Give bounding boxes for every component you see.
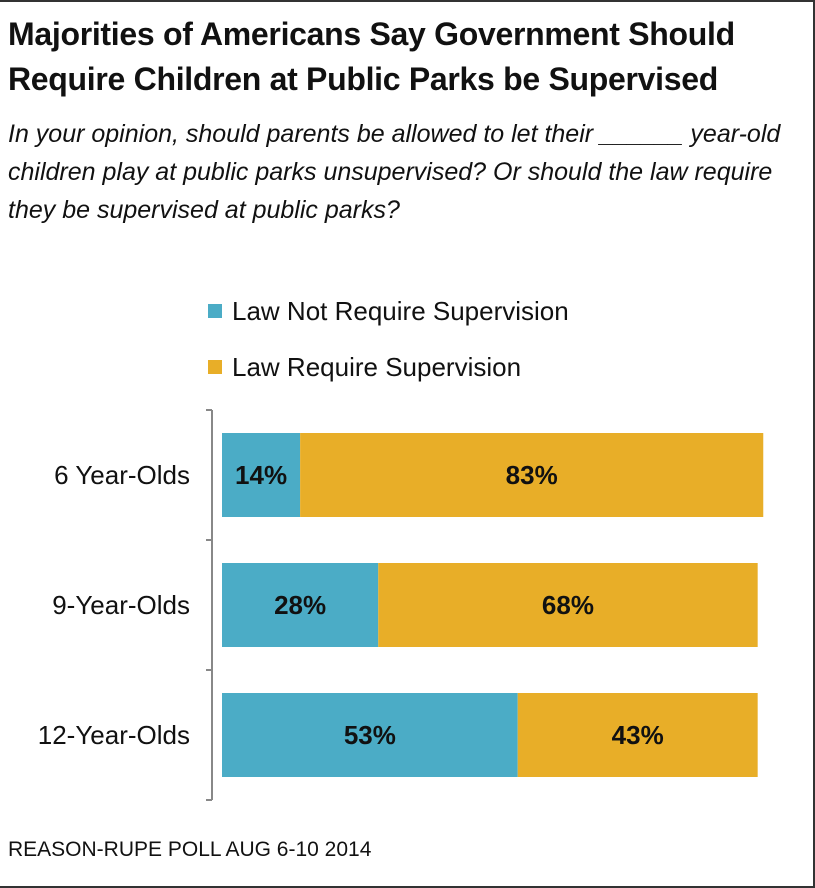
data-label-not-require: 28% — [274, 590, 326, 620]
category-label: 6 Year-Olds — [54, 460, 190, 490]
legend-swatch-require — [208, 360, 222, 374]
bar-not-require — [222, 693, 518, 777]
bar-not-require — [222, 433, 301, 517]
legend-label-require: Law Require Supervision — [232, 351, 522, 382]
bar-require — [378, 563, 758, 647]
data-label-require: 68% — [542, 590, 594, 620]
legend-item-not-require: Law Not Require Supervision — [208, 283, 569, 339]
survey-question: In your opinion, should parents be allow… — [8, 120, 781, 224]
data-label-not-require: 53% — [344, 720, 396, 750]
legend-swatch-not-require — [208, 304, 222, 318]
data-label-not-require: 14% — [235, 460, 287, 490]
source-note: REASON-RUPE POLL AUG 6-10 2014 — [8, 838, 372, 861]
data-label-require: 43% — [612, 720, 664, 750]
legend-item-require: Law Require Supervision — [208, 339, 569, 395]
bar-not-require — [222, 563, 379, 647]
category-label: 12-Year-Olds — [38, 720, 190, 750]
data-label-require: 83% — [506, 460, 558, 490]
bar-require — [300, 433, 764, 517]
bar-chart: 6 Year-Olds 14% 83% 9-Year-Olds 28% 68% 12-Yea… — [38, 409, 764, 801]
category-label: 9-Year-Olds — [52, 590, 190, 620]
legend: Law Not Require Supervision Law Require … — [208, 283, 569, 395]
chart-title: Majorities of Americans Say Government S… — [8, 16, 735, 97]
legend-label-not-require: Law Not Require Supervision — [232, 295, 569, 326]
bar-require — [517, 693, 758, 777]
